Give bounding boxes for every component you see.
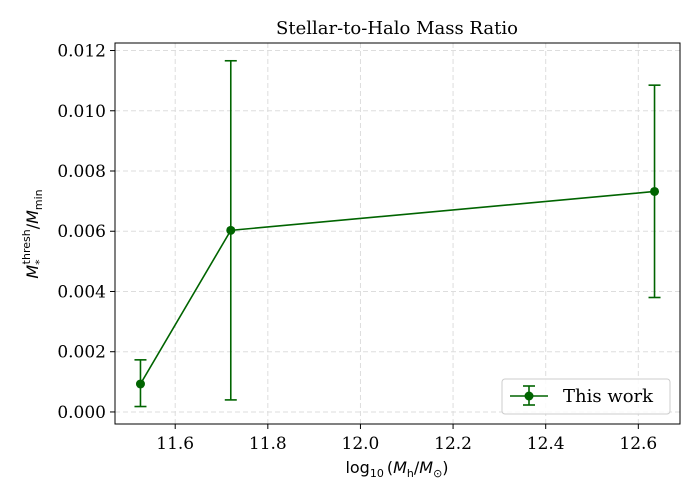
x-label-slash: / [414,458,420,477]
y-tick-label: 0.004 [57,282,106,302]
grid [115,43,680,424]
chart-title: Stellar-to-Halo Mass Ratio [276,18,518,39]
x-tick-label: 11.6 [156,434,194,454]
x-label-mh: M [393,458,407,477]
legend: This work [501,378,671,415]
data-point [135,379,145,389]
y-tick-label: 0.010 [57,102,106,122]
series-line [139,190,655,385]
x-label-close-paren: ) [442,458,448,477]
y-tick-label: 0.006 [57,222,106,242]
x-label-open-paren: ( [387,458,393,477]
y-label-thresh-sup: thresh [20,229,33,264]
plot-frame [114,42,681,425]
y-tick-label: 0.008 [57,162,106,182]
y-tick-label: 0.002 [57,343,106,363]
y-tick-label: 0.012 [57,42,106,62]
x-tick-label: 12.4 [527,434,565,454]
legend-series-marker [524,391,534,401]
x-tick-label: 11.8 [249,434,287,454]
data-point [650,186,660,196]
x-label-mh-sub: h [407,467,414,480]
y-label-mmin: M [23,210,42,224]
legend-box [501,378,671,415]
legend-series-label: This work [563,386,654,407]
x-axis-ticks: 11.6 11.8 12.0 12.2 12.4 12.6 [156,424,657,454]
y-label-star-sub: * [33,259,46,265]
y-axis-label: M*thresh/Mmin [20,189,46,278]
x-label-log: log [345,458,369,477]
y-label-min-sub: min [32,189,45,210]
x-tick-label: 12.6 [619,434,657,454]
y-label-m: M [23,265,42,279]
series-layer [134,59,661,408]
x-tick-label: 12.0 [342,434,380,454]
x-label-msun: M [419,458,433,477]
x-tick-label: 12.2 [434,434,472,454]
x-axis-label: log10 (Mh/M⊙) [345,458,448,480]
data-point [226,225,236,235]
x-label-msun-sub: ⊙ [433,467,442,480]
y-tick-label: 0.000 [57,403,106,423]
x-label-log-sub: 10 [370,467,384,480]
y-axis-ticks: 0.000 0.002 0.004 0.006 0.008 0.010 0.012 [57,42,115,423]
y-label-slash: / [23,223,42,229]
